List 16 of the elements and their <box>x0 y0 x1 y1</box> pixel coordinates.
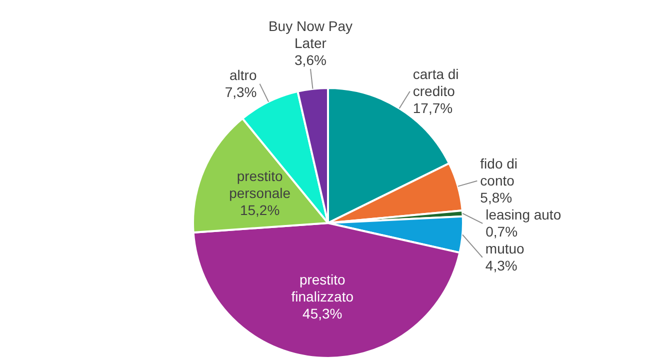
data-label: 5,8% <box>480 189 512 206</box>
slice-label: prestito personale <box>229 168 291 202</box>
data-label: 15,2% <box>240 202 280 218</box>
slice-label: altro <box>230 66 257 83</box>
data-label: 0,7% <box>486 223 518 240</box>
slice-label: fido di conto <box>480 155 518 188</box>
slice-label: carta di credito <box>412 66 459 99</box>
slice-label: mutuo <box>485 240 525 256</box>
data-label: 17,7% <box>412 100 453 116</box>
data-label: 45,3% <box>302 306 342 322</box>
data-label: 7,3% <box>224 84 257 100</box>
data-label: 4,3% <box>485 257 518 274</box>
slice-label: leasing auto <box>486 206 562 222</box>
data-label: 3,6% <box>294 52 326 68</box>
slice-label: prestito finalizzato <box>291 272 354 305</box>
slice-label: Buy Now Pay Later <box>268 18 353 51</box>
